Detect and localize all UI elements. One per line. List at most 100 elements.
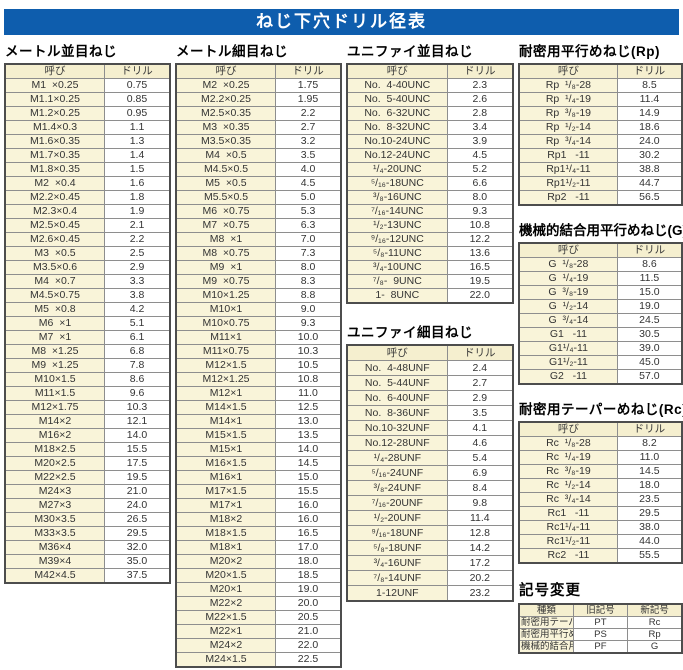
thread-name-cell: M14×2 xyxy=(4,414,106,429)
header-name: 呼び xyxy=(518,63,618,79)
rc-table: 呼び ドリル Rc ¹/₈-28 8.2 xyxy=(518,421,683,564)
thread-name-cell: M3 ×0.35 xyxy=(175,120,277,135)
thread-name-cell: M18×1 xyxy=(175,540,277,555)
table-row: M4 ×0.7 3.3 xyxy=(4,274,171,289)
header-drill: ドリル xyxy=(104,63,171,79)
table-row: ⁵/₈-11UNC 13.6 xyxy=(346,246,514,261)
table-row: M11×0.75 10.3 xyxy=(175,344,342,359)
drill-size-cell: 3.3 xyxy=(104,274,171,289)
table-row: M7 ×0.75 6.3 xyxy=(175,218,342,233)
drill-size-cell: 1.1 xyxy=(104,120,171,135)
table-row: 機械的結合用平行めねじ PF G xyxy=(518,640,683,654)
drill-size-cell: 8.4 xyxy=(446,480,514,496)
column-metric-coarse: メートル並目ねじ 呼び ドリル M1 ×0.25 0.75 xyxy=(4,40,171,584)
section-metric-fine: メートル細目ねじ 呼び ドリル M2 ×0.25 1.75 xyxy=(175,40,342,668)
drill-size-cell: 16.0 xyxy=(275,512,342,527)
table-row: ⁷/₈-14UNF 20.2 xyxy=(346,570,514,586)
table-row: No. 8-36UNF 3.5 xyxy=(346,405,514,421)
section-title-unf: ユニファイ細目ねじ xyxy=(347,325,473,340)
thread-name-cell: M16×1.5 xyxy=(175,456,277,471)
table-row: Rc ¹/₂-14 18.0 xyxy=(518,478,683,493)
section-unc: ユニファイ並目ねじ 呼び ドリル No. 4-40UNC 2.3 xyxy=(346,40,514,304)
thread-name-cell: M11×0.75 xyxy=(175,344,277,359)
table-row: M5.5×0.5 5.0 xyxy=(175,190,342,205)
table-row: M15×1.5 13.5 xyxy=(175,428,342,443)
column-unified: ユニファイ並目ねじ 呼び ドリル No. 4-40UNC 2.3 xyxy=(346,40,514,602)
thread-name-cell: Rp1¹/₂-11 xyxy=(518,176,618,191)
drill-size-cell: 18.6 xyxy=(616,120,683,135)
drill-size-cell: 6.3 xyxy=(275,218,342,233)
table-row: M2.5×0.35 2.2 xyxy=(175,106,342,121)
table-row: ⁵/₈-18UNF 14.2 xyxy=(346,540,514,556)
thread-name-cell: M5 ×0.8 xyxy=(4,302,106,317)
thread-name-cell: No. 8-32UNC xyxy=(346,120,448,135)
drill-size-cell: 12.2 xyxy=(446,232,514,247)
drill-size-cell: 5.1 xyxy=(104,316,171,331)
drill-size-cell: 8.5 xyxy=(616,78,683,93)
thread-name-cell: M15×1 xyxy=(175,442,277,457)
thread-name-cell: M2.5×0.45 xyxy=(4,218,106,233)
thread-name-cell: M4.5×0.5 xyxy=(175,162,277,177)
drill-size-cell: 1.95 xyxy=(275,92,342,107)
table-row: M16×1 15.0 xyxy=(175,470,342,485)
thread-name-cell: M6 ×0.75 xyxy=(175,204,277,219)
drill-size-cell: 1.9 xyxy=(104,204,171,219)
table-row: No. 4-48UNF 2.4 xyxy=(346,360,514,376)
table-row: M18×1 17.0 xyxy=(175,540,342,555)
table-row: M12×1 11.0 xyxy=(175,386,342,401)
thread-name-cell: G ³/₄-14 xyxy=(518,313,618,328)
thread-name-cell: M12×1.5 xyxy=(175,358,277,373)
drill-size-cell: 10.8 xyxy=(275,372,342,387)
header-drill: ドリル xyxy=(275,63,342,79)
table-row: M20×2 18.0 xyxy=(175,554,342,569)
table-row: ⁷/₈- 9UNC 19.5 xyxy=(346,274,514,289)
drill-size-cell: 44.0 xyxy=(616,534,683,549)
drill-size-cell: 2.8 xyxy=(446,106,514,121)
drill-size-cell: 13.6 xyxy=(446,246,514,261)
new-symbol-cell: Rc xyxy=(627,616,683,629)
table-row: Rp ³/₈-19 14.9 xyxy=(518,106,683,121)
drill-size-cell: 22.0 xyxy=(275,638,342,653)
column-metric-fine: メートル細目ねじ 呼び ドリル M2 ×0.25 1.75 xyxy=(175,40,342,668)
drill-size-cell: 12.8 xyxy=(446,525,514,541)
table-row: M33×3.5 29.5 xyxy=(4,526,171,541)
drill-size-cell: 3.8 xyxy=(104,288,171,303)
thread-name-cell: M24×3 xyxy=(4,484,106,499)
table-row: ⁷/₁₆-14UNC 9.3 xyxy=(346,204,514,219)
thread-name-cell: M7 ×1 xyxy=(4,330,106,345)
section-unf: ユニファイ細目ねじ 呼び ドリル No. 4-48UNF 2.4 xyxy=(346,321,514,602)
header-drill: ドリル xyxy=(616,63,683,79)
thread-name-cell: 1- 8UNC xyxy=(346,288,448,304)
drill-size-cell: 2.9 xyxy=(104,260,171,275)
drill-size-cell: 3.5 xyxy=(275,148,342,163)
table-row: M8 ×1.25 6.8 xyxy=(4,344,171,359)
drill-size-cell: 6.1 xyxy=(104,330,171,345)
drill-size-cell: 6.6 xyxy=(446,176,514,191)
drill-size-cell: 32.0 xyxy=(104,540,171,555)
new-symbol-cell: Rp xyxy=(627,628,683,641)
thread-name-cell: M1.8×0.35 xyxy=(4,162,106,177)
table-row: M1.1×0.25 0.85 xyxy=(4,92,171,107)
drill-size-cell: 5.0 xyxy=(275,190,342,205)
drill-size-cell: 55.5 xyxy=(616,548,683,564)
thread-name-cell: M22×2.5 xyxy=(4,470,106,485)
table-row: No. 5-40UNC 2.6 xyxy=(346,92,514,107)
thread-name-cell: G ¹/₈-28 xyxy=(518,257,618,272)
thread-name-cell: M4 ×0.5 xyxy=(175,148,277,163)
table-row: G ³/₄-14 24.5 xyxy=(518,313,683,328)
drill-size-cell: 4.1 xyxy=(446,420,514,436)
thread-name-cell: Rp2 -11 xyxy=(518,190,618,206)
table-row: M12×1.25 10.8 xyxy=(175,372,342,387)
table-row: G1¹/₂-11 45.0 xyxy=(518,355,683,370)
table-row: M4.5×0.75 3.8 xyxy=(4,288,171,303)
drill-size-cell: 2.2 xyxy=(275,106,342,121)
table-row: M22×2.5 19.5 xyxy=(4,470,171,485)
table-row: M4.5×0.5 4.0 xyxy=(175,162,342,177)
drill-size-cell: 24.0 xyxy=(616,134,683,149)
drill-size-cell: 0.85 xyxy=(104,92,171,107)
drill-size-cell: 4.5 xyxy=(446,148,514,163)
thread-name-cell: M9 ×0.75 xyxy=(175,274,277,289)
thread-name-cell: ⁷/₁₆-20UNF xyxy=(346,495,448,511)
drill-size-cell: 12.1 xyxy=(104,414,171,429)
drill-size-cell: 22.0 xyxy=(446,288,514,304)
